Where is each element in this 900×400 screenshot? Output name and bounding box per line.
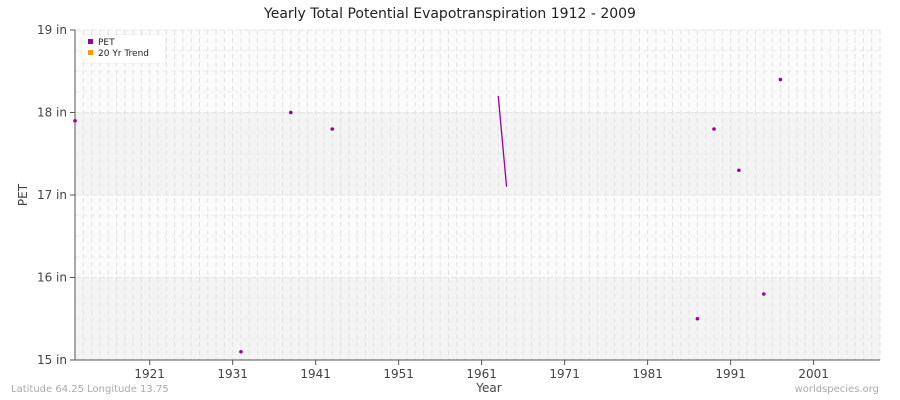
y-tick-label: 16 in bbox=[37, 271, 67, 285]
pet-data-point bbox=[695, 316, 700, 321]
y-tick-label: 19 in bbox=[37, 23, 67, 37]
y-tick-label: 15 in bbox=[37, 353, 67, 367]
x-tick-label: 1921 bbox=[134, 367, 165, 381]
legend-label-pet: PET bbox=[98, 38, 115, 48]
pet-data-point bbox=[330, 127, 335, 131]
x-tick-label: 1951 bbox=[383, 367, 414, 381]
legend-swatch-pet-icon bbox=[88, 39, 93, 44]
pet-data-point bbox=[737, 168, 741, 173]
pet-data-point bbox=[762, 292, 766, 296]
legend-swatch-trend-icon bbox=[88, 50, 93, 55]
x-tick-label: 1931 bbox=[217, 367, 248, 381]
pet-data-point bbox=[288, 110, 293, 115]
legend-item-pet: PET bbox=[88, 38, 115, 48]
x-tick-label: 1941 bbox=[300, 367, 331, 381]
x-tick-label: 1961 bbox=[466, 367, 497, 381]
x-tick-label: 1991 bbox=[715, 367, 746, 381]
pet-data-point bbox=[73, 118, 77, 123]
x-tick-label: 1971 bbox=[549, 367, 580, 381]
y-axis-label: PET bbox=[16, 183, 30, 206]
chart-legend: PET 20 Yr Trend bbox=[82, 35, 165, 63]
pet-data-point bbox=[712, 127, 716, 131]
x-tick-label: 1981 bbox=[632, 367, 663, 381]
y-tick-label: 17 in bbox=[37, 188, 67, 202]
pet-data-point bbox=[778, 77, 783, 82]
x-tick-label: 2001 bbox=[798, 367, 829, 381]
source-label: worldspecies.org bbox=[794, 384, 879, 395]
legend-label-trend: 20 Yr Trend bbox=[98, 49, 150, 59]
chart-title: Yearly Total Potential Evapotranspiratio… bbox=[264, 6, 636, 22]
legend-item-trend: 20 Yr Trend bbox=[88, 49, 149, 59]
x-axis-label: Year bbox=[475, 381, 501, 395]
y-tick-label: 18 in bbox=[37, 106, 67, 120]
pet-line-segment bbox=[497, 95, 508, 187]
location-label: Latitude 64.25 Longitude 13.75 bbox=[11, 384, 169, 395]
pet-data-point bbox=[239, 349, 243, 354]
